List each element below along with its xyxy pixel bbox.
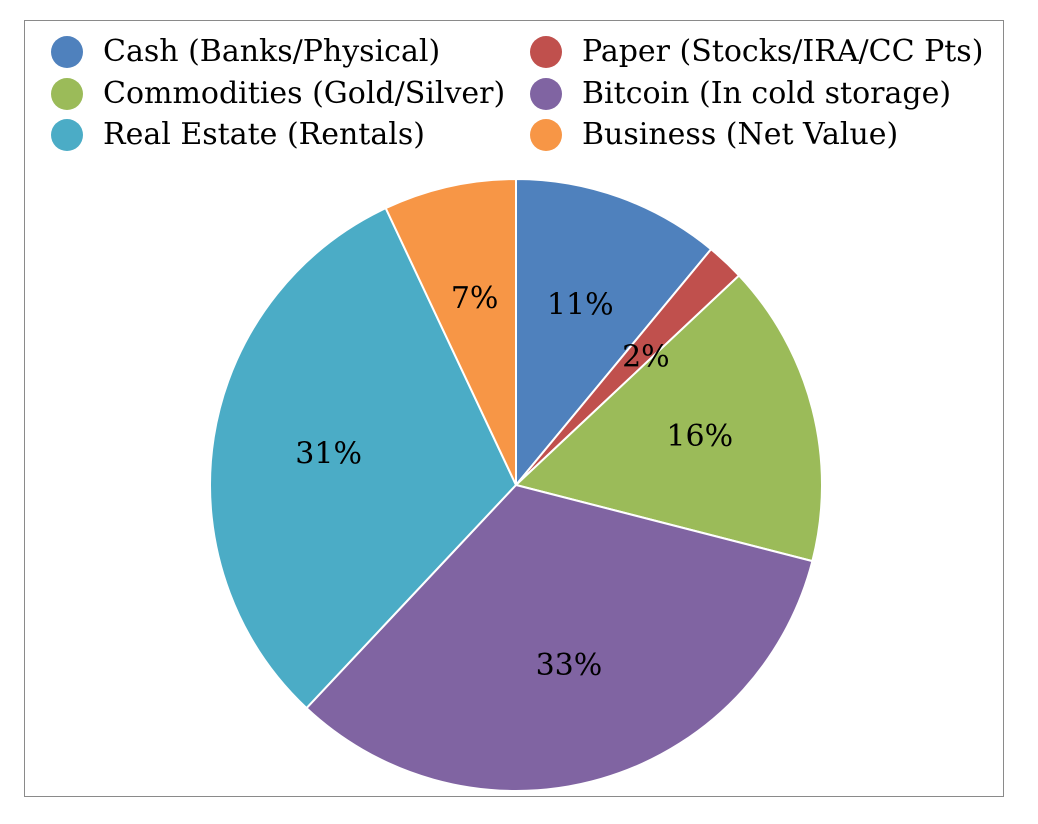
pie-chart: 11%2% 16% 33% 31% 7% [209, 177, 823, 792]
legend-label-cash: Cash (Banks/Physical) [103, 34, 441, 69]
legend-item-commodities: Commodities (Gold/Silver) [51, 78, 505, 110]
pie-slice-commodities-gold-silver [513, 274, 823, 563]
legend-label-business: Business (Net Value) [582, 117, 899, 152]
slice-label-commodities-gold-silver: 16% [666, 419, 733, 454]
slice-label-paper-stocks-ira-cc-pts: 2% [622, 340, 670, 375]
legend-item-real-estate: Real Estate (Rentals) [51, 119, 425, 151]
legend-label-bitcoin: Bitcoin (In cold storage) [582, 76, 952, 111]
legend-swatch-real-estate [51, 119, 83, 151]
slice-label-bitcoin-in-cold-storage: 33% [536, 648, 603, 683]
pie-slice-real-estate-rentals [209, 206, 518, 710]
slice-label-business-net-value: 7% [451, 281, 499, 316]
legend-swatch-cash [51, 36, 83, 68]
legend-item-paper: Paper (Stocks/IRA/CC Pts) [530, 36, 983, 68]
pie-slice-business-net-value [384, 177, 517, 486]
chart-legend: Cash (Banks/Physical) Paper (Stocks/IRA/… [25, 21, 1003, 171]
pie-slice-bitcoin-in-cold-storage [305, 483, 814, 792]
legend-swatch-bitcoin [530, 78, 562, 110]
slice-label-cash-banks-physical: 11% [547, 287, 614, 322]
legend-swatch-commodities [51, 78, 83, 110]
legend-item-cash: Cash (Banks/Physical) [51, 36, 440, 68]
legend-swatch-paper [530, 36, 562, 68]
chart-frame: Cash (Banks/Physical) Paper (Stocks/IRA/… [24, 20, 1004, 797]
legend-swatch-business [530, 119, 562, 151]
legend-item-bitcoin: Bitcoin (In cold storage) [530, 78, 951, 110]
legend-label-real-estate: Real Estate (Rentals) [103, 117, 425, 152]
legend-label-commodities: Commodities (Gold/Silver) [103, 76, 506, 111]
slice-label-real-estate-rentals: 31% [295, 436, 362, 471]
pie-slice-cash-banks-physical [515, 177, 713, 488]
legend-label-paper: Paper (Stocks/IRA/CC Pts) [582, 34, 984, 69]
legend-item-business: Business (Net Value) [530, 119, 898, 151]
